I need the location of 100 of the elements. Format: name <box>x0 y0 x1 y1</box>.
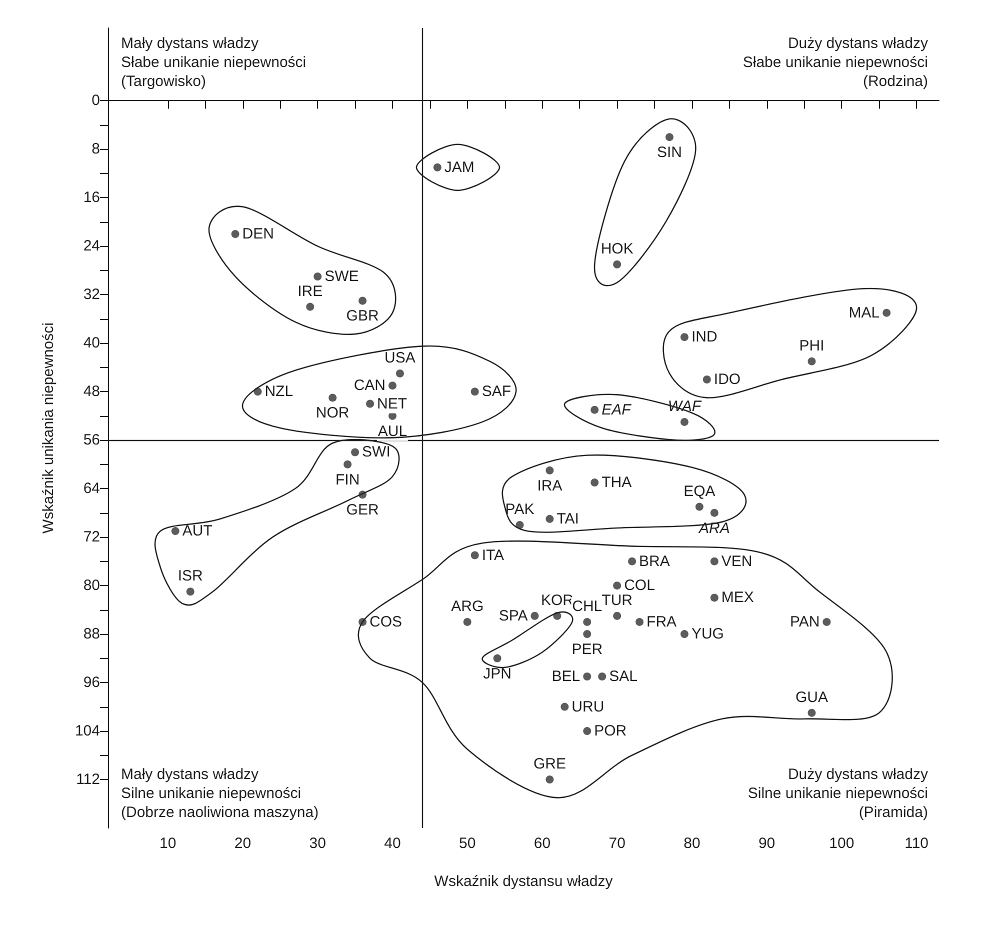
annotation: FRA <box>646 613 677 630</box>
annotation: BRA <box>639 552 670 570</box>
annotation: CAN <box>354 377 386 394</box>
y-tick-label: 32 <box>83 286 100 304</box>
y-tick-label: 112 <box>76 771 100 788</box>
point <box>882 308 891 317</box>
point <box>590 406 599 414</box>
y-tick-label: 96 <box>83 674 100 692</box>
point <box>231 230 240 238</box>
annotation: GUA <box>795 688 828 706</box>
annotation: KOR <box>540 592 574 609</box>
y-tick-label: 56 <box>83 432 100 449</box>
point <box>328 394 337 402</box>
point <box>493 654 502 662</box>
point <box>665 133 674 142</box>
y-tick-label: 72 <box>83 528 100 546</box>
point <box>546 466 554 474</box>
annotation: PAK <box>505 500 534 518</box>
annotation: MEX <box>721 589 754 606</box>
annotation: SPA <box>498 607 528 624</box>
annotation: Mały dystans władzy Słabe unikanie niepewności (Targowisko) <box>121 35 306 90</box>
annotation: YUG <box>691 626 724 643</box>
y-tick-label: 80 <box>83 577 100 594</box>
annotation: TAI <box>556 510 579 528</box>
annotation: AUT <box>182 522 212 540</box>
point <box>613 260 622 268</box>
annotation: NOR <box>316 404 350 422</box>
point <box>710 594 718 602</box>
y-tick-label: 48 <box>83 383 100 400</box>
point <box>470 388 479 396</box>
annotation: PER <box>572 641 603 658</box>
point <box>808 357 816 366</box>
y-tick-label: 88 <box>83 626 100 643</box>
point <box>583 727 592 736</box>
point <box>366 400 374 408</box>
x-tick-label: 100 <box>829 835 854 852</box>
y-axis-title: Wskaźnik unikania niepewności <box>40 322 57 534</box>
annotation: Duży dystans władzy Słabe unikanie niepewności (Rodzina) <box>742 35 928 90</box>
annotation: DEN <box>242 226 274 243</box>
annotation: NZL <box>264 383 294 400</box>
point <box>583 618 592 626</box>
annotation: EAF <box>602 401 632 418</box>
point <box>636 618 644 626</box>
annotation: VEN <box>721 552 752 570</box>
annotation: GER <box>346 502 379 519</box>
point <box>583 630 592 638</box>
annotation: Duży dystans władzy Silne unikanie niepewności (Piramida) <box>748 766 928 821</box>
point <box>344 460 352 468</box>
annotation: IDO <box>714 371 741 388</box>
x-tick-label: 30 <box>309 835 326 852</box>
point <box>590 478 599 487</box>
annotation: PAN <box>790 613 820 630</box>
annotation: COL <box>624 577 655 594</box>
y-tick-label: 8 <box>92 140 100 158</box>
annotation: ARG <box>451 598 484 615</box>
point <box>680 630 688 638</box>
point <box>695 502 704 511</box>
point <box>463 618 472 626</box>
annotation: MAL <box>848 304 880 322</box>
annotation: JPN <box>483 665 512 682</box>
point <box>710 557 718 566</box>
annotation: FIN <box>335 471 360 488</box>
annotation: BEL <box>552 668 580 685</box>
annotation: IRA <box>537 477 562 494</box>
x-tick-label: 40 <box>384 835 401 852</box>
x-tick-label: 10 <box>160 835 176 852</box>
annotation: SAL <box>609 668 638 685</box>
annotation: CHL <box>572 598 602 615</box>
point <box>546 514 554 523</box>
annotation: SAF <box>482 383 512 400</box>
point <box>583 672 592 680</box>
point <box>822 618 831 626</box>
x-tick-label: 70 <box>608 835 626 852</box>
annotation: ITA <box>482 546 504 564</box>
point <box>358 296 367 305</box>
x-axis-title: Wskaźnik dystansu władzy <box>434 873 614 890</box>
x-tick-label: 20 <box>234 835 252 852</box>
point <box>560 702 569 711</box>
point <box>306 302 314 311</box>
point <box>808 708 816 717</box>
annotation: GBR <box>346 308 379 325</box>
point <box>702 376 711 384</box>
annotation: EQA <box>684 482 716 500</box>
annotation: GRE <box>533 756 566 773</box>
point <box>396 369 404 378</box>
point <box>613 612 622 620</box>
annotation: AUL <box>378 422 408 440</box>
point <box>613 582 622 590</box>
y-tick-label: 104 <box>74 722 100 740</box>
point <box>530 612 539 620</box>
x-tick-label: 110 <box>904 835 928 852</box>
x-tick-label: 60 <box>534 835 551 852</box>
y-tick-label: 24 <box>83 238 100 255</box>
annotation: PHI <box>799 337 824 354</box>
annotation: URU <box>572 698 604 716</box>
annotation: COS <box>370 613 402 630</box>
point <box>171 527 180 536</box>
annotation: TUR <box>602 592 633 609</box>
point <box>314 272 322 280</box>
y-tick-label: 40 <box>83 334 100 352</box>
